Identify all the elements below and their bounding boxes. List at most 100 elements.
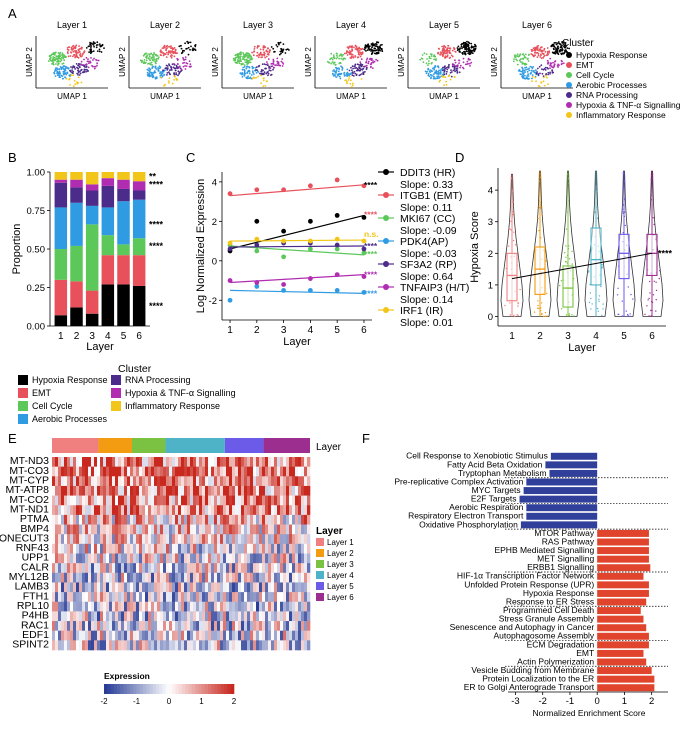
b-bar-segment xyxy=(70,187,83,203)
umap-point xyxy=(523,54,526,57)
e-heat-cell xyxy=(262,640,266,651)
e-heat-cell xyxy=(127,466,131,477)
e-heat-cell xyxy=(190,495,194,506)
umap-point xyxy=(72,85,75,88)
e-heat-cell xyxy=(184,563,188,574)
e-heat-cell xyxy=(130,640,134,651)
e-heat-cell xyxy=(193,534,197,545)
umap-point xyxy=(87,69,89,72)
e-heat-cell xyxy=(298,485,302,496)
e-heat-cell xyxy=(82,572,86,583)
e-heat-cell xyxy=(73,514,77,525)
e-heat-cell xyxy=(58,476,62,487)
e-heat-cell xyxy=(268,524,272,535)
umap-point xyxy=(460,43,463,46)
e-heat-cell xyxy=(229,476,233,487)
e-heat-cell xyxy=(295,621,299,631)
d-jitter-point xyxy=(564,252,566,254)
e-heat-cell xyxy=(103,543,107,554)
e-heat-cell xyxy=(169,495,173,506)
umap-point xyxy=(243,66,246,68)
e-heat-cell xyxy=(106,514,110,525)
e-heat-cell xyxy=(265,505,269,516)
e-heat-cell xyxy=(88,582,92,593)
e-heat-cell xyxy=(193,621,197,631)
e-heat-cell xyxy=(304,563,308,574)
umap-point xyxy=(155,59,158,61)
umap-point xyxy=(427,64,429,66)
e-heat-cell xyxy=(160,524,164,535)
e-heat-cell xyxy=(226,640,230,651)
e-heat-cell xyxy=(103,524,107,535)
umap-point xyxy=(150,63,152,66)
umap-point xyxy=(537,74,540,77)
e-heat-cell xyxy=(67,611,71,622)
panel-b: 0.000.250.500.751.001 2 3 4 5 6LayerProportio… xyxy=(11,168,236,424)
f-bar-label: Tryptophan Metabolism xyxy=(458,468,547,478)
umap-point xyxy=(543,54,546,57)
e-heat-cell xyxy=(85,505,89,516)
umap-point xyxy=(425,72,428,75)
e-heat-cell xyxy=(271,534,275,545)
umap-point xyxy=(89,41,91,44)
e-heat-cell xyxy=(160,495,164,506)
b-x-tick-label: 1 xyxy=(58,331,64,342)
e-heat-cell xyxy=(52,505,56,516)
e-gene-label: RPL10 xyxy=(17,600,49,612)
e-heat-cell xyxy=(103,514,107,525)
f-bar-label: Cell Response to Xenobiotic Stimulus xyxy=(406,451,548,461)
e-heat-cell xyxy=(82,543,86,554)
umap-point xyxy=(56,58,59,61)
e-heat-cell xyxy=(166,611,170,622)
e-heat-cell xyxy=(280,485,284,496)
e-heat-cell xyxy=(136,621,140,631)
c-sig-label: **** xyxy=(364,270,378,280)
e-heat-cell xyxy=(97,572,101,583)
e-heat-cell xyxy=(145,611,149,622)
d-jitter-point xyxy=(565,245,567,247)
panel-e: LayerMT-ND3MT-CO3MT-CYPMT-ATP8MT-CO2MT-N… xyxy=(0,438,354,706)
e-heat-cell xyxy=(265,543,269,554)
e-heat-cell xyxy=(298,543,302,554)
e-heat-cell xyxy=(205,563,209,574)
umap-point xyxy=(438,69,440,72)
e-heat-cell xyxy=(208,524,212,535)
e-layer-bar-segment xyxy=(98,438,132,453)
umap-point xyxy=(540,57,543,60)
e-heat-cell xyxy=(223,601,227,612)
umap-point xyxy=(359,64,362,66)
e-heat-cell xyxy=(190,582,194,593)
e-heat-cell xyxy=(58,495,62,506)
umap-point xyxy=(243,72,246,75)
c-point xyxy=(361,250,367,256)
umap-point xyxy=(266,71,269,74)
e-heat-cell xyxy=(280,592,284,603)
e-heat-cell xyxy=(145,553,149,564)
umap-point xyxy=(255,66,258,68)
e-heat-cell xyxy=(307,630,311,641)
e-heat-cell xyxy=(229,514,233,525)
e-heat-cell xyxy=(274,457,278,467)
e-heat-cell xyxy=(292,514,296,525)
d-jitter-point xyxy=(601,264,603,266)
umap-xlabel: UMAP 1 xyxy=(429,92,459,101)
e-heat-cell xyxy=(79,457,83,467)
e-heat-cell xyxy=(247,640,251,651)
umap-point xyxy=(429,69,431,71)
umap-point xyxy=(456,68,459,70)
e-heat-cell xyxy=(184,640,188,651)
e-heat-cell xyxy=(91,582,95,593)
e-heat-cell xyxy=(265,495,269,506)
e-heat-cell xyxy=(115,466,119,477)
e-heat-cell xyxy=(220,630,224,641)
umap-point xyxy=(78,62,80,65)
e-heat-cell xyxy=(220,611,224,622)
umap-point xyxy=(242,56,244,58)
e-heat-cell xyxy=(118,524,122,535)
e-heat-cell xyxy=(229,457,233,467)
e-heat-cell xyxy=(244,485,248,496)
e-heat-cell xyxy=(217,611,221,622)
e-heat-cell xyxy=(202,640,206,651)
umap-point xyxy=(69,70,72,73)
f-bar-label: HIF-1α Transcription Factor Network xyxy=(457,571,595,581)
